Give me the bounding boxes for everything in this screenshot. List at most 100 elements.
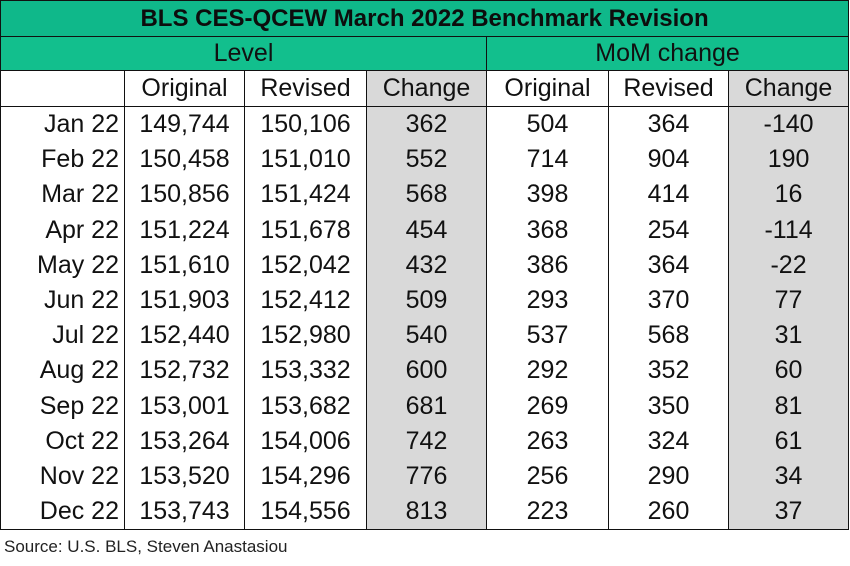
cell-level-original: 151,610 [124,247,245,283]
cell-mom-revised: 290 [608,458,729,495]
cell-mom-original: 504 [486,106,609,143]
table-row: Jun 22 151,903 152,412 509 293 370 77 [0,282,850,319]
cell-mom-revised: 904 [608,142,729,178]
cell-level-original: 153,743 [124,494,245,531]
cell-level-revised: 154,296 [244,458,367,495]
cell-level-revised: 153,682 [244,388,367,424]
cell-mom-original: 269 [486,388,609,424]
cell-level-change: 813 [366,494,487,531]
cell-mom-original: 293 [486,282,609,319]
column-header-level-change: Change [366,70,487,107]
cell-level-change: 742 [366,423,487,459]
cell-level-change: 552 [366,142,487,178]
cell-mom-change: 16 [728,177,850,213]
table-title: BLS CES-QCEW March 2022 Benchmark Revisi… [0,0,850,37]
cell-level-change: 568 [366,177,487,213]
cell-mom-change: 60 [728,353,850,389]
cell-mom-change: 31 [728,318,850,354]
cell-level-original: 149,744 [124,106,245,143]
cell-mom-change: -114 [728,212,850,248]
cell-level-original: 151,903 [124,282,245,319]
cell-month: May 22 [0,247,125,283]
group-level-header: Level [0,36,487,71]
cell-mom-revised: 414 [608,177,729,213]
cell-level-change: 776 [366,458,487,495]
cell-level-revised: 151,424 [244,177,367,213]
cell-mom-revised: 324 [608,423,729,459]
cell-month: Dec 22 [0,494,125,531]
cell-level-change: 540 [366,318,487,354]
table-row: Jan 22 149,744 150,106 362 504 364 -140 [0,106,850,143]
cell-level-revised: 151,010 [244,142,367,178]
cell-level-original: 150,856 [124,177,245,213]
cell-level-revised: 154,556 [244,494,367,531]
cell-month: Oct 22 [0,423,125,459]
cell-mom-revised: 254 [608,212,729,248]
cell-mom-revised: 364 [608,247,729,283]
cell-mom-original: 537 [486,318,609,354]
source-note: Source: U.S. BLS, Steven Anastasiou [4,537,288,556]
table-row: Dec 22 153,743 154,556 813 223 260 37 [0,494,850,531]
cell-mom-change: -140 [728,106,850,143]
revision-table: BLS CES-QCEW March 2022 Benchmark Revisi… [0,0,850,531]
cell-mom-change: -22 [728,247,850,283]
cell-level-change: 432 [366,247,487,283]
cell-month: Nov 22 [0,458,125,495]
cell-mom-change: 37 [728,494,850,531]
table-row: Feb 22 150,458 151,010 552 714 904 190 [0,142,850,178]
cell-mom-revised: 350 [608,388,729,424]
cell-mom-change: 190 [728,142,850,178]
column-header-mom-original: Original [486,70,609,107]
cell-level-change: 362 [366,106,487,143]
cell-level-original: 153,520 [124,458,245,495]
cell-month: Jul 22 [0,318,125,354]
table-row: Oct 22 153,264 154,006 742 263 324 61 [0,423,850,459]
cell-mom-change: 81 [728,388,850,424]
cell-level-original: 152,440 [124,318,245,354]
group-mom-header: MoM change [485,36,850,71]
table-row: Sep 22 153,001 153,682 681 269 350 81 [0,388,850,424]
column-header-blank [0,70,125,107]
cell-mom-original: 256 [486,458,609,495]
cell-month: Feb 22 [0,142,125,178]
cell-month: Apr 22 [0,212,125,248]
cell-level-revised: 152,412 [244,282,367,319]
cell-level-change: 681 [366,388,487,424]
cell-mom-change: 34 [728,458,850,495]
table-row: Mar 22 150,856 151,424 568 398 414 16 [0,177,850,213]
cell-level-original: 153,264 [124,423,245,459]
cell-mom-original: 398 [486,177,609,213]
cell-mom-original: 223 [486,494,609,531]
cell-level-change: 600 [366,353,487,389]
group-header-row: Level MoM change [0,36,850,71]
cell-month: Aug 22 [0,353,125,389]
cell-month: Jan 22 [0,106,125,143]
cell-level-change: 454 [366,212,487,248]
cell-mom-original: 263 [486,423,609,459]
cell-level-revised: 152,980 [244,318,367,354]
cell-level-original: 151,224 [124,212,245,248]
cell-mom-change: 61 [728,423,850,459]
table-row: May 22 151,610 152,042 432 386 364 -22 [0,247,850,283]
cell-mom-original: 386 [486,247,609,283]
cell-month: Mar 22 [0,177,125,213]
cell-mom-revised: 568 [608,318,729,354]
column-header-row: Original Revised Change Original Revised… [0,70,850,107]
cell-level-change: 509 [366,282,487,319]
cell-level-original: 150,458 [124,142,245,178]
cell-month: Jun 22 [0,282,125,319]
column-header-level-revised: Revised [244,70,367,107]
column-header-mom-revised: Revised [608,70,729,107]
table-row: Apr 22 151,224 151,678 454 368 254 -114 [0,212,850,248]
cell-mom-original: 714 [486,142,609,178]
table-row: Aug 22 152,732 153,332 600 292 352 60 [0,353,850,389]
column-header-level-original: Original [124,70,245,107]
cell-mom-original: 292 [486,353,609,389]
cell-mom-original: 368 [486,212,609,248]
cell-level-revised: 151,678 [244,212,367,248]
cell-mom-revised: 364 [608,106,729,143]
column-header-mom-change: Change [728,70,850,107]
cell-level-original: 153,001 [124,388,245,424]
cell-level-original: 152,732 [124,353,245,389]
